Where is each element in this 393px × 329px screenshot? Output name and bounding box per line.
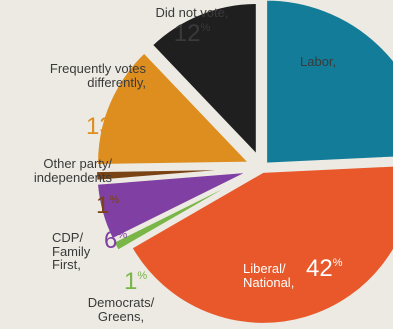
slice-liberal-national <box>130 164 393 325</box>
slice-label: Did not vote, <box>155 5 229 20</box>
slice-label: Frequently votes differently, <box>49 61 146 90</box>
slice-value-democrats-greens: 1% <box>124 268 148 295</box>
slice-label: Other party/ independents <box>33 156 112 185</box>
slice-label: Liberal/ National, <box>243 261 295 290</box>
label-did-not-vote: Did not vote, 12% <box>132 6 252 46</box>
label-frequently-votes-differently: Frequently votes differently, <box>40 62 146 89</box>
slice-value: 12% <box>173 19 211 47</box>
slice-value-other-party: 1% <box>96 192 120 219</box>
label-cdp-family-first: CDP/ Family First, <box>52 231 102 272</box>
slice-value-cdp: 6% <box>104 227 128 254</box>
label-liberal-national: Liberal/ National, <box>243 262 303 289</box>
slice-did-not-vote <box>150 2 258 158</box>
slice-labor <box>265 0 393 165</box>
slice-value: 24% <box>340 45 378 72</box>
slice-value-frequently: 13% <box>86 113 123 140</box>
label-labor: Labor, 24% <box>300 46 377 71</box>
slice-cdp-family-first <box>95 170 249 241</box>
slice-other-party <box>95 167 249 182</box>
slice-frequently-votes-differently <box>96 51 252 167</box>
slice-democrats-greens <box>112 173 251 252</box>
slice-label: Labor, <box>300 54 337 69</box>
label-democrats-greens: Democrats/ Greens, <box>76 296 166 323</box>
slice-label: Democrats/ Greens, <box>87 295 155 324</box>
slice-value-liberal-national: 42% <box>306 255 343 282</box>
slice-label: CDP/ Family First, <box>52 230 91 273</box>
label-other-party: Other party/ independents <box>6 157 112 184</box>
